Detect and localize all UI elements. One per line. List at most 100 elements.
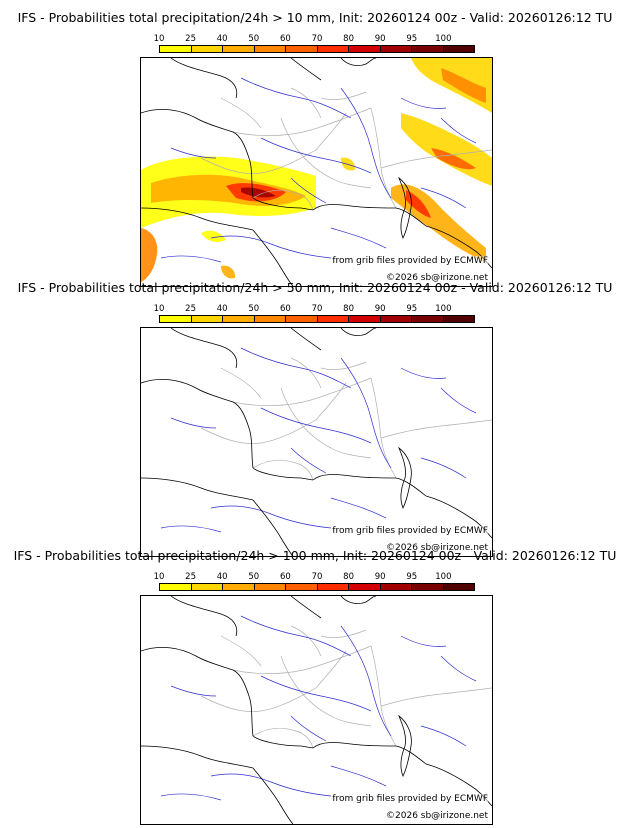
legend-tick-label: 70 (311, 572, 323, 582)
copyright-credit: ©2026 sb@irizone.net (386, 543, 488, 553)
admin-border (315, 650, 347, 689)
river (330, 497, 387, 519)
river (170, 147, 217, 159)
legend-swatch (443, 584, 474, 590)
coastline (312, 474, 427, 497)
coastline (252, 735, 314, 749)
map-canvas (141, 596, 492, 824)
river (330, 227, 387, 249)
source-credit: from grib files provided by ECMWF (332, 256, 488, 266)
coastline (340, 328, 377, 336)
admin-border (320, 361, 367, 370)
precip-probability-area (431, 148, 476, 170)
precip-probability-area (411, 58, 492, 113)
coastline (340, 58, 377, 66)
legend-tick-label: 100 (435, 572, 452, 582)
legend-tick-label: 10 (153, 572, 165, 582)
legend-swatch (380, 316, 412, 322)
legend-swatch (191, 584, 223, 590)
admin-border (370, 377, 397, 479)
river (160, 793, 222, 801)
copyright-credit: ©2026 sb@irizone.net (386, 811, 488, 821)
admin-border (290, 357, 322, 389)
admin-border (380, 419, 492, 439)
precip-probability-area (241, 187, 276, 198)
admin-border (290, 87, 322, 119)
river (210, 773, 332, 797)
legend-tick-label: 40 (216, 572, 228, 582)
legend-swatch (349, 46, 381, 52)
legend-swatch (160, 316, 192, 322)
legend-swatch (254, 584, 286, 590)
river (170, 685, 217, 697)
legend-swatch (443, 316, 474, 322)
legend-swatch (286, 584, 318, 590)
map-panel-100mm: IFS - Probabilities total precipitation/… (0, 548, 630, 825)
legend-tick-label: 80 (343, 572, 355, 582)
admin-border (315, 382, 347, 421)
river (210, 505, 332, 529)
admin-border (200, 687, 317, 712)
river (440, 117, 477, 144)
river (210, 235, 332, 259)
map-frame: from grib files provided by ECMWF ©2026 … (140, 327, 493, 557)
legend-tick-label: 90 (374, 34, 386, 44)
legend-swatch (223, 46, 255, 52)
coastline (398, 714, 412, 777)
legend-tick-label: 25 (185, 572, 197, 582)
coastline (252, 197, 314, 211)
source-credit: from grib files provided by ECMWF (332, 526, 488, 536)
legend-tick-label: 90 (374, 572, 386, 582)
legend-swatch (349, 316, 381, 322)
legend-tick-label: 10 (153, 304, 165, 314)
admin-border (220, 367, 262, 399)
legend-swatch (254, 316, 286, 322)
legend-swatch (223, 584, 255, 590)
panel-title: IFS - Probabilities total precipitation/… (17, 280, 613, 295)
legend-tick-label: 50 (248, 34, 260, 44)
coastline (141, 477, 254, 501)
legend-tick-label: 50 (248, 572, 260, 582)
legend-colorbar: 10 25 40 50 60 70 80 90 95 100 (154, 34, 475, 54)
precip-probability-area (401, 113, 492, 186)
legend-swatch (160, 584, 192, 590)
admin-border (370, 645, 397, 747)
legend-tick-label: 95 (406, 572, 418, 582)
admin-border (320, 629, 367, 638)
copyright-credit: ©2026 sb@irizone.net (386, 273, 488, 283)
river (160, 525, 222, 533)
coastline (290, 58, 322, 81)
legend-tick-label: 40 (216, 304, 228, 314)
river (420, 457, 467, 479)
legend-swatch (191, 316, 223, 322)
coastline (252, 467, 314, 481)
map-canvas (141, 58, 492, 286)
legend-tick-label: 10 (153, 34, 165, 44)
coastline (340, 596, 377, 604)
admin-border (315, 112, 347, 151)
legend-swatch (286, 316, 318, 322)
legend-ticks: 10 25 40 50 60 70 80 90 95 100 (154, 572, 475, 582)
admin-border (200, 149, 317, 174)
panel-title: IFS - Probabilities total precipitation/… (13, 548, 617, 563)
river (260, 137, 372, 174)
legend-swatch (160, 46, 192, 52)
river (420, 725, 467, 747)
map-panel-10mm: IFS - Probabilities total precipitation/… (0, 10, 630, 287)
legend-swatch (317, 584, 349, 590)
river (440, 655, 477, 682)
legend-tick-label: 25 (185, 34, 197, 44)
legend-swatches (159, 45, 475, 53)
basemap (141, 596, 492, 824)
coastline (312, 204, 427, 227)
legend-swatches (159, 583, 475, 591)
legend-tick-label: 95 (406, 34, 418, 44)
admin-border (280, 387, 372, 459)
river (330, 765, 387, 787)
legend-tick-label: 60 (279, 34, 291, 44)
legend-swatch (349, 584, 381, 590)
river (440, 387, 477, 414)
legend-colorbar: 10 25 40 50 60 70 80 90 95 100 (154, 304, 475, 324)
legend-swatch (380, 584, 412, 590)
legend-colorbar: 10 25 40 50 60 70 80 90 95 100 (154, 572, 475, 592)
